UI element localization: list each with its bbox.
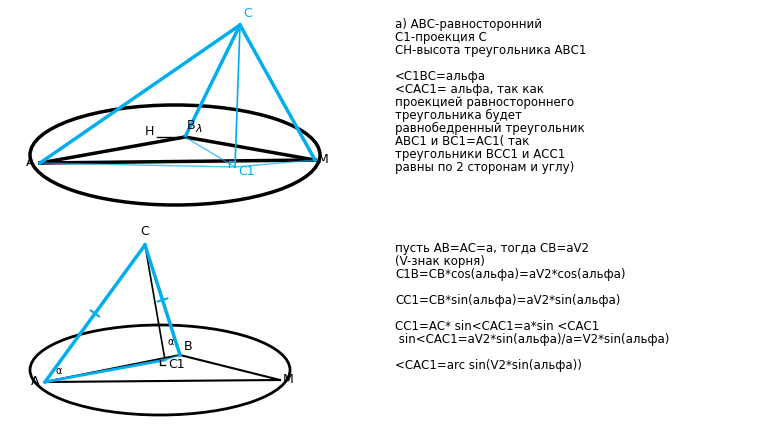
Text: СН-высота треугольника АВС1: СН-высота треугольника АВС1 (395, 44, 587, 57)
Text: M: M (283, 373, 294, 386)
Text: C1: C1 (238, 165, 254, 178)
Text: <С1ВС=альфа: <С1ВС=альфа (395, 70, 486, 83)
Text: α: α (168, 337, 175, 347)
Text: A: A (26, 156, 35, 169)
Text: (V-знак корня): (V-знак корня) (395, 255, 485, 268)
Text: α: α (55, 366, 61, 376)
Text: равнобедренный треугольник: равнобедренный треугольник (395, 122, 584, 135)
Text: С1В=СВ*cos(альфа)=аV2*cos(альфа): С1В=СВ*cos(альфа)=аV2*cos(альфа) (395, 268, 625, 281)
Text: C: C (140, 225, 148, 238)
Text: λ: λ (195, 124, 202, 134)
Text: <САС1= альфа, так как: <САС1= альфа, так как (395, 83, 544, 96)
Text: равны по 2 сторонам и углу): равны по 2 сторонам и углу) (395, 161, 574, 174)
Text: С1-проекция С: С1-проекция С (395, 31, 487, 44)
Text: треугольники ВСС1 и АСС1: треугольники ВСС1 и АСС1 (395, 148, 565, 161)
Text: B: B (184, 340, 192, 353)
Text: <САС1=arc sin(V2*sin(альфа)): <САС1=arc sin(V2*sin(альфа)) (395, 359, 582, 372)
Text: а) АВС-равносторонний: а) АВС-равносторонний (395, 18, 542, 31)
Text: проекцией равностороннего: проекцией равностороннего (395, 96, 574, 109)
Text: A: A (31, 375, 39, 388)
Text: СС1=АС* sin<САС1=а*sin <САС1: СС1=АС* sin<САС1=а*sin <САС1 (395, 320, 599, 333)
Text: C1: C1 (168, 358, 185, 371)
Text: АВС1 и ВС1=АС1( так: АВС1 и ВС1=АС1( так (395, 135, 530, 148)
Text: B: B (187, 119, 196, 132)
Text: СС1=СВ*sin(альфа)=аV2*sin(альфа): СС1=СВ*sin(альфа)=аV2*sin(альфа) (395, 294, 621, 307)
Text: пусть АВ=АС=а, тогда СВ=аV2: пусть АВ=АС=а, тогда СВ=аV2 (395, 242, 589, 255)
Text: sin<САС1=аV2*sin(альфа)/а=V2*sin(альфа): sin<САС1=аV2*sin(альфа)/а=V2*sin(альфа) (395, 333, 669, 346)
Text: M: M (318, 153, 329, 166)
Text: C: C (243, 7, 252, 20)
Text: H: H (145, 125, 155, 138)
Text: треугольника будет: треугольника будет (395, 109, 522, 122)
